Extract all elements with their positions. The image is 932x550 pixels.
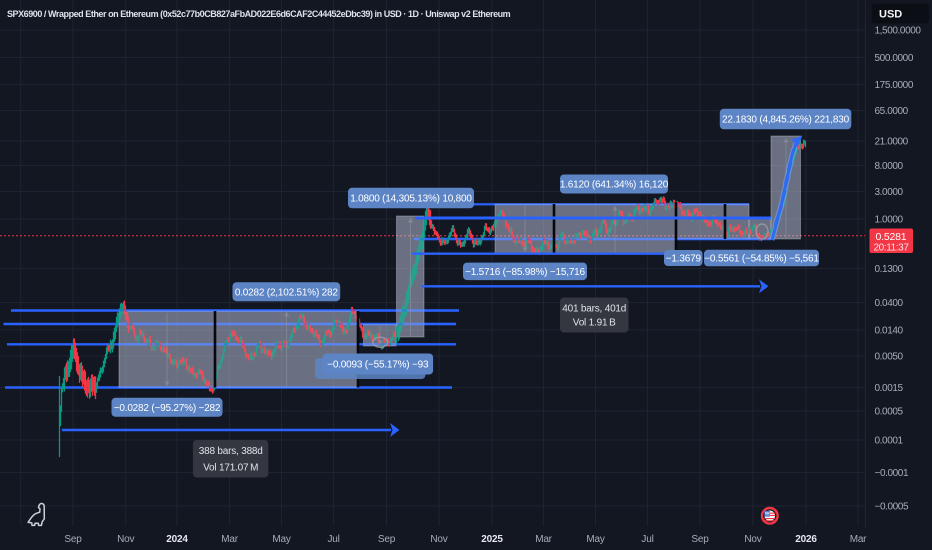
svg-text:−1.5716 (−85.98%) −15,716: −1.5716 (−85.98%) −15,716: [465, 267, 585, 278]
svg-text:Mar: Mar: [535, 534, 552, 545]
svg-text:−0.0282 (−95.27%) −282: −0.0282 (−95.27%) −282: [114, 403, 221, 414]
svg-text:Vol 1.91 B: Vol 1.91 B: [573, 318, 616, 329]
svg-text:0.0400: 0.0400: [875, 298, 904, 309]
svg-text:388 bars, 388d: 388 bars, 388d: [199, 446, 263, 457]
svg-text:−0.0005: −0.0005: [875, 502, 909, 513]
svg-text:65.0000: 65.0000: [875, 106, 909, 117]
svg-text:Nov: Nov: [117, 534, 134, 545]
svg-text:−1.3679: −1.3679: [666, 254, 702, 265]
svg-text:Jul: Jul: [641, 534, 653, 545]
svg-text:Vol 171.07 M: Vol 171.07 M: [203, 463, 258, 474]
svg-text:500.0000: 500.0000: [875, 53, 914, 64]
svg-text:Sep: Sep: [64, 534, 82, 545]
svg-text:0.0015: 0.0015: [875, 383, 904, 394]
svg-text:Sep: Sep: [378, 534, 396, 545]
svg-text:Nov: Nov: [744, 534, 761, 545]
svg-text:May: May: [272, 534, 290, 545]
svg-text:3.0000: 3.0000: [875, 187, 904, 198]
svg-text:−0.0093 (−55.17%) −93: −0.0093 (−55.17%) −93: [327, 360, 429, 371]
svg-text:0.0001: 0.0001: [875, 436, 904, 447]
svg-text:401 bars, 401d: 401 bars, 401d: [562, 304, 626, 315]
svg-text:0.5281: 0.5281: [876, 231, 907, 243]
svg-text:Mar: Mar: [850, 534, 867, 545]
svg-text:USD: USD: [879, 9, 902, 21]
svg-text:1,500.0000: 1,500.0000: [875, 26, 922, 37]
svg-text:Mar: Mar: [221, 534, 238, 545]
svg-text:1.0000: 1.0000: [875, 215, 904, 226]
svg-text:22.1830 (4,845.26%) 221,830: 22.1830 (4,845.26%) 221,830: [722, 115, 850, 126]
svg-text:Jul: Jul: [328, 534, 340, 545]
svg-text:0.0050: 0.0050: [875, 352, 904, 363]
svg-text:Nov: Nov: [430, 534, 447, 545]
svg-text:0.0140: 0.0140: [875, 326, 904, 337]
svg-text:May: May: [586, 534, 604, 545]
svg-text:0.1300: 0.1300: [875, 264, 904, 275]
svg-text:20:11:37: 20:11:37: [874, 243, 910, 254]
svg-text:0.0005: 0.0005: [875, 407, 904, 418]
svg-text:2024: 2024: [166, 534, 188, 545]
svg-text:2025: 2025: [481, 534, 503, 545]
svg-text:−0.5561 (−54.85%) −5,561: −0.5561 (−54.85%) −5,561: [704, 254, 819, 265]
svg-text:−0.0001: −0.0001: [875, 468, 909, 479]
svg-text:21.0000: 21.0000: [875, 137, 909, 148]
svg-text:8.0000: 8.0000: [875, 161, 904, 172]
svg-text:Sep: Sep: [691, 534, 709, 545]
svg-text:175.0000: 175.0000: [875, 80, 914, 91]
svg-text:SPX6900 / Wrapped Ether on Eth: SPX6900 / Wrapped Ether on Ethereum (0x5…: [7, 9, 511, 19]
svg-text:0.0282 (2,102.51%) 282: 0.0282 (2,102.51%) 282: [235, 287, 339, 298]
svg-text:1.6120 (641.34%) 16,120: 1.6120 (641.34%) 16,120: [560, 180, 669, 191]
svg-text:2026: 2026: [795, 534, 817, 545]
svg-text:1.0800 (14,305.13%) 10,800: 1.0800 (14,305.13%) 10,800: [350, 194, 472, 205]
